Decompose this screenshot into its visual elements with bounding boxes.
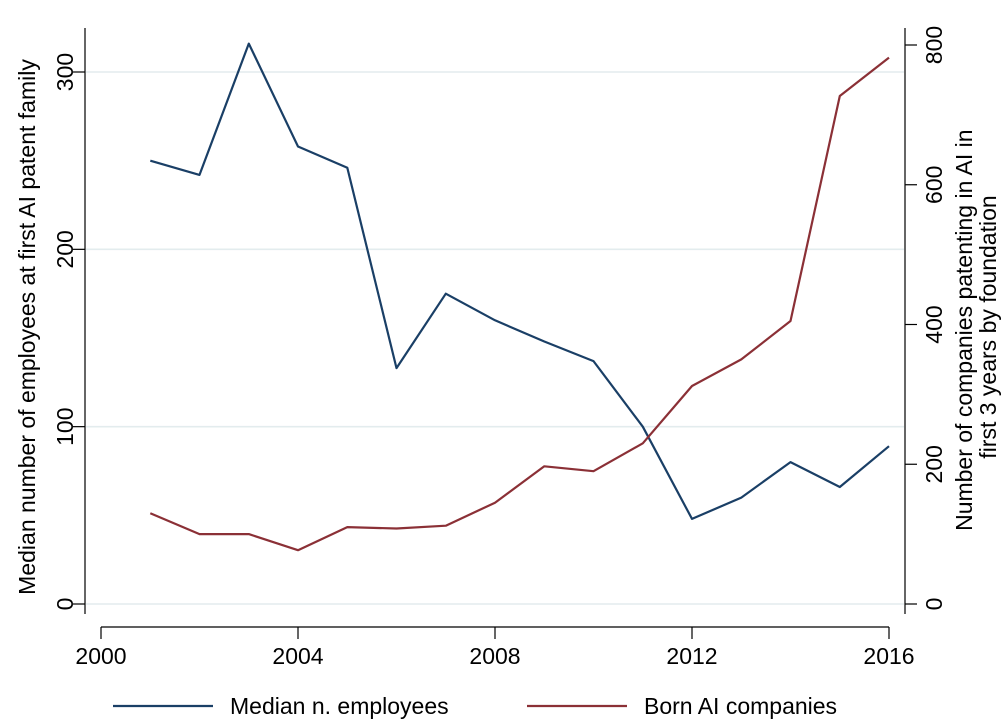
legend-label-median-employees: Median n. employees <box>230 693 449 719</box>
y2-tick-label-200: 200 <box>921 445 947 483</box>
x-tick-label-2004: 2004 <box>272 643 323 669</box>
y2-tick-label-600: 600 <box>921 166 947 204</box>
grid-lines <box>86 71 904 605</box>
x-tick-label-2000: 2000 <box>75 643 126 669</box>
y-axis-label: Median number of employees at first AI p… <box>14 59 40 595</box>
series-lines <box>149 42 890 552</box>
y-tick-label-300: 300 <box>52 53 78 91</box>
y-tick-label-100: 100 <box>52 407 78 445</box>
y2-axis-label: Number of companies patenting in AI in f… <box>951 123 1001 531</box>
y-tick-label-200: 200 <box>52 230 78 268</box>
y2-tick-label-400: 400 <box>921 305 947 343</box>
x-tick-label-2012: 2012 <box>666 643 717 669</box>
y2-axis-label-line-2: first 3 years by foundation <box>975 195 1001 458</box>
series-line-born-ai-companies <box>149 56 890 552</box>
y2-tick-label-0: 0 <box>921 598 947 611</box>
y-tick-label-0: 0 <box>52 598 78 611</box>
y2-tick-label-800: 800 <box>921 26 947 64</box>
tick-marks <box>73 44 917 639</box>
legend: Median n. employees Born AI companies <box>113 693 837 719</box>
x-tick-label-2016: 2016 <box>863 643 914 669</box>
x-tick-label-2008: 2008 <box>469 643 520 669</box>
series-line-median-employees <box>149 42 890 521</box>
legend-label-born-ai-companies: Born AI companies <box>644 693 837 719</box>
tick-labels: 0 100 200 300 0 200 400 600 800 2000 2004 2008 2012 2… <box>52 26 947 669</box>
y2-axis-label-line-1: Number of companies patenting in AI in <box>951 129 977 530</box>
